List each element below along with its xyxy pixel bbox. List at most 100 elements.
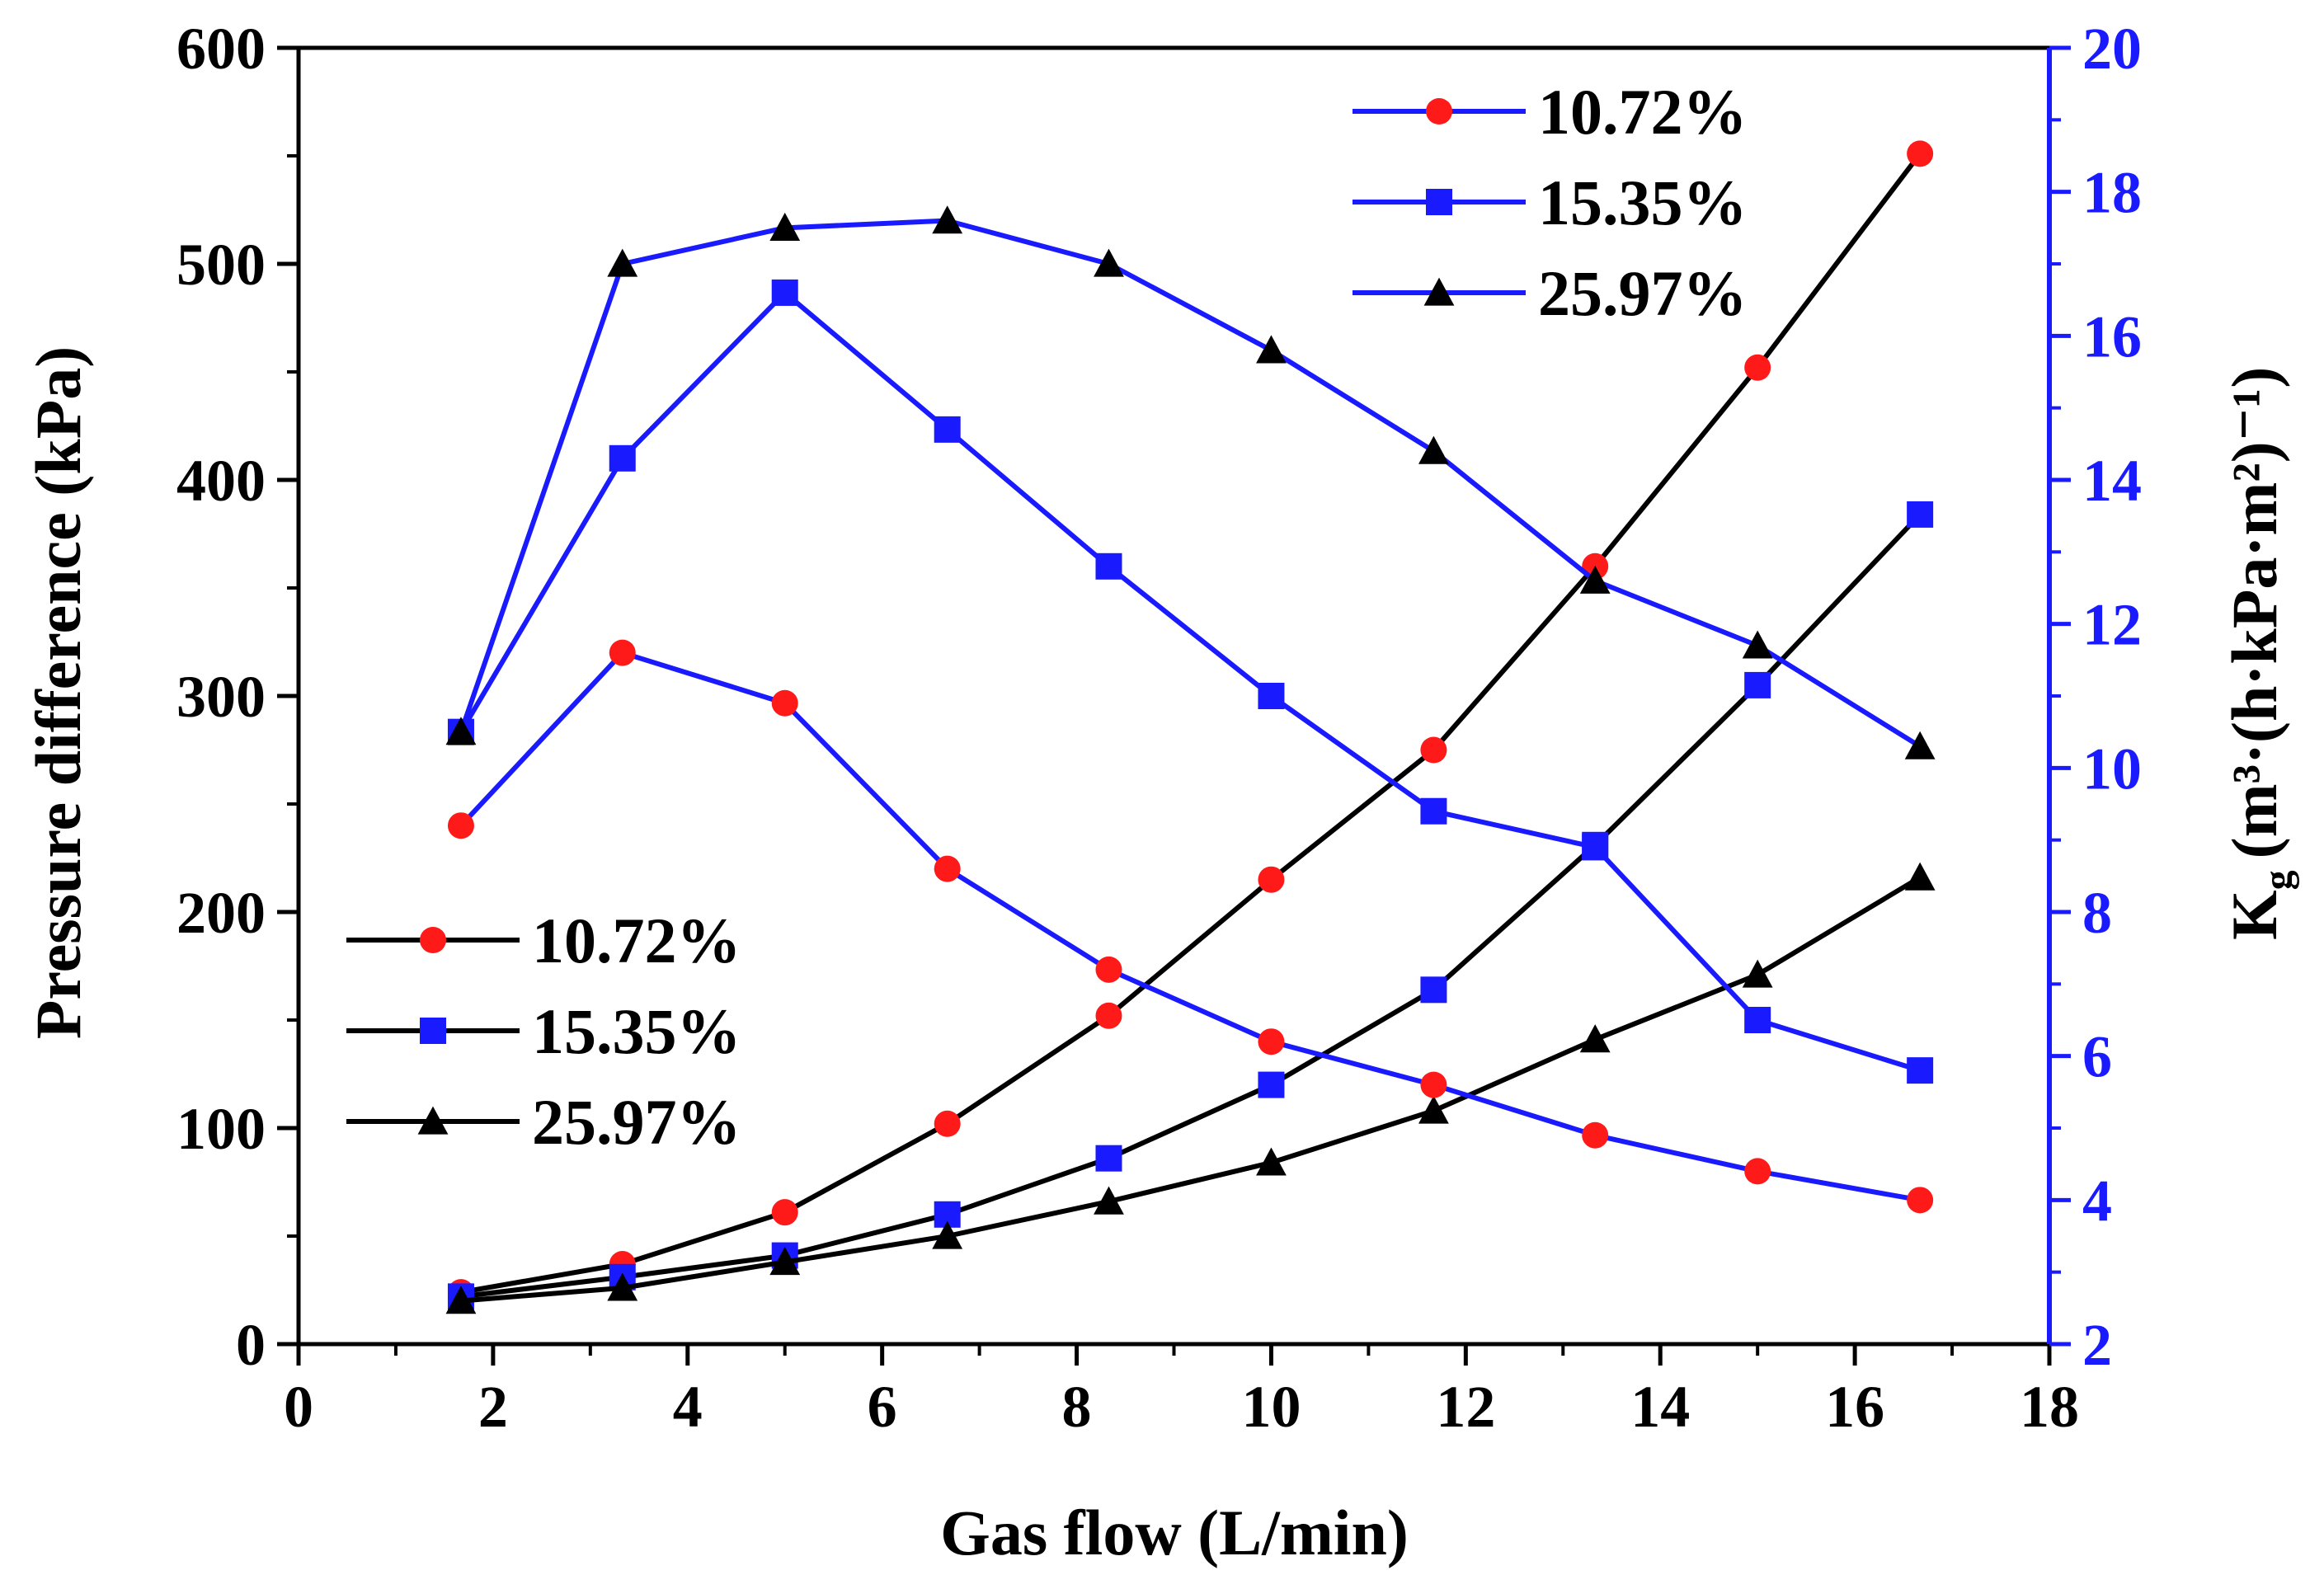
kg-point	[609, 444, 636, 472]
y-left-tick-label: 100	[176, 1096, 266, 1162]
legend-kg-swatch-marker	[1423, 277, 1455, 306]
pressure-series-25.97pct	[445, 862, 1936, 1314]
pressure-point	[934, 1110, 961, 1137]
x-axis-label: Gas flow (L/min)	[940, 1497, 1409, 1568]
kg-point	[1744, 1158, 1771, 1185]
pressure-point	[769, 1247, 801, 1276]
kg-point	[1420, 1071, 1447, 1098]
pressure-point	[1095, 1145, 1122, 1172]
pressure-line	[460, 512, 1922, 1300]
series	[445, 140, 1936, 1314]
y-right-tick-label: 6	[2082, 1024, 2112, 1090]
kg-point	[769, 212, 801, 241]
kg-point	[934, 855, 961, 882]
pressure-line	[460, 152, 1922, 1295]
pressure-point	[1907, 140, 1934, 167]
legend-kg-label: 10.72%	[1538, 76, 1748, 148]
kg-point	[1904, 731, 1936, 759]
legend-pressure-label: 15.35%	[532, 995, 741, 1067]
kg-point	[609, 639, 636, 666]
kg-point	[607, 248, 638, 277]
legend-kg-swatch-marker	[1426, 189, 1452, 215]
pressure-point	[1744, 354, 1771, 381]
pressure-point	[1907, 501, 1934, 528]
legend-pressure-label: 25.97%	[532, 1086, 741, 1158]
kg-point	[1420, 797, 1447, 825]
legend-pressure-swatch-marker	[420, 927, 446, 953]
kg-point	[1256, 335, 1287, 364]
y-axis-right-label-symbol: K	[2218, 890, 2290, 940]
kg-point	[771, 279, 798, 306]
pressure-point	[1420, 976, 1447, 1004]
pressure-point	[1579, 1024, 1611, 1053]
kg-series-10.72pct	[447, 639, 1934, 1214]
pressure-point	[1256, 1147, 1287, 1176]
pressure-point	[445, 1286, 477, 1314]
y-left-tick-label: 600	[176, 16, 266, 82]
kg-point	[1095, 956, 1122, 983]
axes: 0 2 4 6 8 10 12 14 16 18 0 100 200 300 400 500 600 2 4 6 8 10…	[176, 16, 2142, 1440]
y-right-tick-label: 4	[2082, 1168, 2112, 1234]
kg-point	[1907, 1187, 1934, 1214]
legend-pressure-swatch-marker	[420, 1018, 446, 1044]
kg-point	[1418, 435, 1449, 464]
kg-point	[1258, 1028, 1285, 1055]
kg-series-25.97pct	[445, 205, 1936, 759]
kg-point	[934, 416, 961, 443]
y-axis-right-label-subscript: g	[2256, 870, 2300, 890]
kg-series-15.35pct	[447, 279, 1934, 1084]
legend-pressure-swatch-marker	[417, 1106, 449, 1135]
pressure-line	[460, 875, 1922, 1304]
y-axis-left-label: Pressure difference (kPa)	[22, 346, 94, 1039]
x-tick-label: 0	[284, 1374, 313, 1440]
pressure-point	[1258, 1071, 1285, 1098]
legend-pressure-label: 10.72%	[532, 905, 741, 976]
legend-kg-swatch-marker	[1426, 98, 1452, 125]
kg-point	[1907, 1057, 1934, 1084]
y-right-tick-label: 18	[2082, 160, 2142, 226]
pressure-point	[771, 1199, 798, 1226]
y-left-tick-label: 400	[176, 448, 266, 514]
kg-point	[1582, 1121, 1609, 1149]
kg-point	[1582, 834, 1609, 861]
kg-point	[1095, 552, 1122, 580]
pressure-point	[932, 1220, 963, 1249]
legend-kg-label: 15.35%	[1538, 167, 1748, 238]
x-tick-label: 4	[673, 1374, 703, 1440]
pressure-point	[1420, 736, 1447, 764]
kg-point	[1744, 1007, 1771, 1033]
x-tick-label: 2	[478, 1374, 508, 1440]
x-tick-label: 10	[1241, 1374, 1301, 1440]
svg-text:Kg(m³·(h·kPa·m²)⁻¹): Kg (m³·(h·kPa·m²)⁻¹)	[2218, 367, 2300, 940]
pressure-point	[1904, 862, 1936, 891]
y-right-tick-label: 8	[2082, 880, 2112, 946]
pressure-point	[1095, 1002, 1122, 1029]
kg-line	[459, 289, 1922, 1073]
kg-point	[1258, 683, 1285, 709]
y-right-tick-label: 10	[2082, 736, 2142, 802]
y-left-tick-label: 300	[176, 664, 266, 730]
kg-line	[459, 650, 1921, 1203]
y-left-tick-label: 200	[176, 880, 266, 946]
y-left-tick-label: 500	[176, 232, 266, 298]
kg-point	[771, 689, 798, 717]
kg-point	[1579, 565, 1611, 594]
pressure-point	[607, 1272, 638, 1301]
x-tick-label: 12	[1436, 1374, 1495, 1440]
x-tick-label: 18	[2020, 1374, 2079, 1440]
y-left-tick-label: 0	[236, 1312, 266, 1378]
kg-point	[447, 812, 474, 839]
y-axis-right-label: Kg (m³·(h·kPa·m²)⁻¹)	[2218, 367, 2300, 940]
x-tick-label: 14	[1630, 1374, 1690, 1440]
kg-point	[1742, 630, 1773, 659]
kg-point	[932, 205, 963, 234]
pressure-point	[1094, 1186, 1124, 1215]
legend-pressure: 10.72% 15.35% 25.97%	[346, 905, 741, 1158]
pressure-point	[1418, 1095, 1449, 1124]
pressure-point	[1742, 959, 1773, 988]
pressure-point	[1258, 866, 1285, 893]
kg-line	[459, 218, 1922, 749]
y-right-tick-label: 14	[2082, 448, 2142, 514]
kg-point	[1094, 248, 1124, 277]
x-tick-label: 6	[868, 1374, 897, 1440]
